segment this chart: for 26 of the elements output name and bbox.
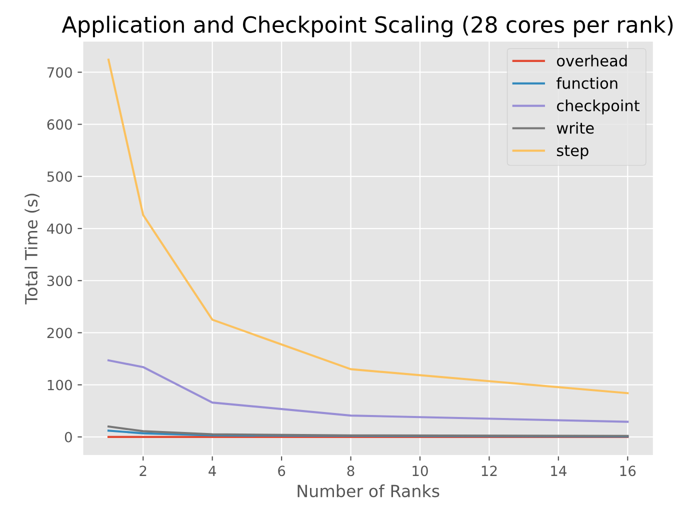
y-tick-label: 500	[47, 171, 72, 182]
y-tick-label: 400	[47, 223, 72, 234]
legend-label: step	[556, 145, 588, 160]
y-tick-label: 100	[48, 380, 72, 390]
legend-label: write	[556, 122, 594, 134]
y-tick-label: 700	[47, 67, 72, 78]
x-tick-label: 12	[482, 466, 497, 476]
y-tick-label: 300	[47, 276, 72, 286]
legend-label: function	[556, 77, 618, 89]
x-tick-label: 10	[412, 466, 428, 476]
x-tick-label: 6	[278, 466, 286, 476]
y-axis-title: Total Time (s)	[24, 194, 40, 304]
x-tick-label: 14	[551, 466, 566, 476]
y-tick-label: 200	[47, 328, 72, 338]
legend-label: checkpoint	[557, 100, 640, 114]
legend-label: overhead	[557, 54, 627, 67]
x-tick-label: 2	[140, 466, 146, 476]
y-tick-label: 0	[64, 432, 72, 442]
line-series	[107, 359, 629, 423]
y-tick-label: 600	[47, 119, 72, 130]
x-tick-label: 4	[208, 466, 216, 476]
chart-title: Application and Checkpoint Scaling (28 cores per rank)	[62, 16, 673, 38]
x-tick-label: 8	[347, 466, 354, 476]
line-series	[107, 425, 629, 437]
x-tick-label: 16	[620, 466, 636, 476]
x-axis-title: Number of Ranks	[298, 484, 440, 498]
